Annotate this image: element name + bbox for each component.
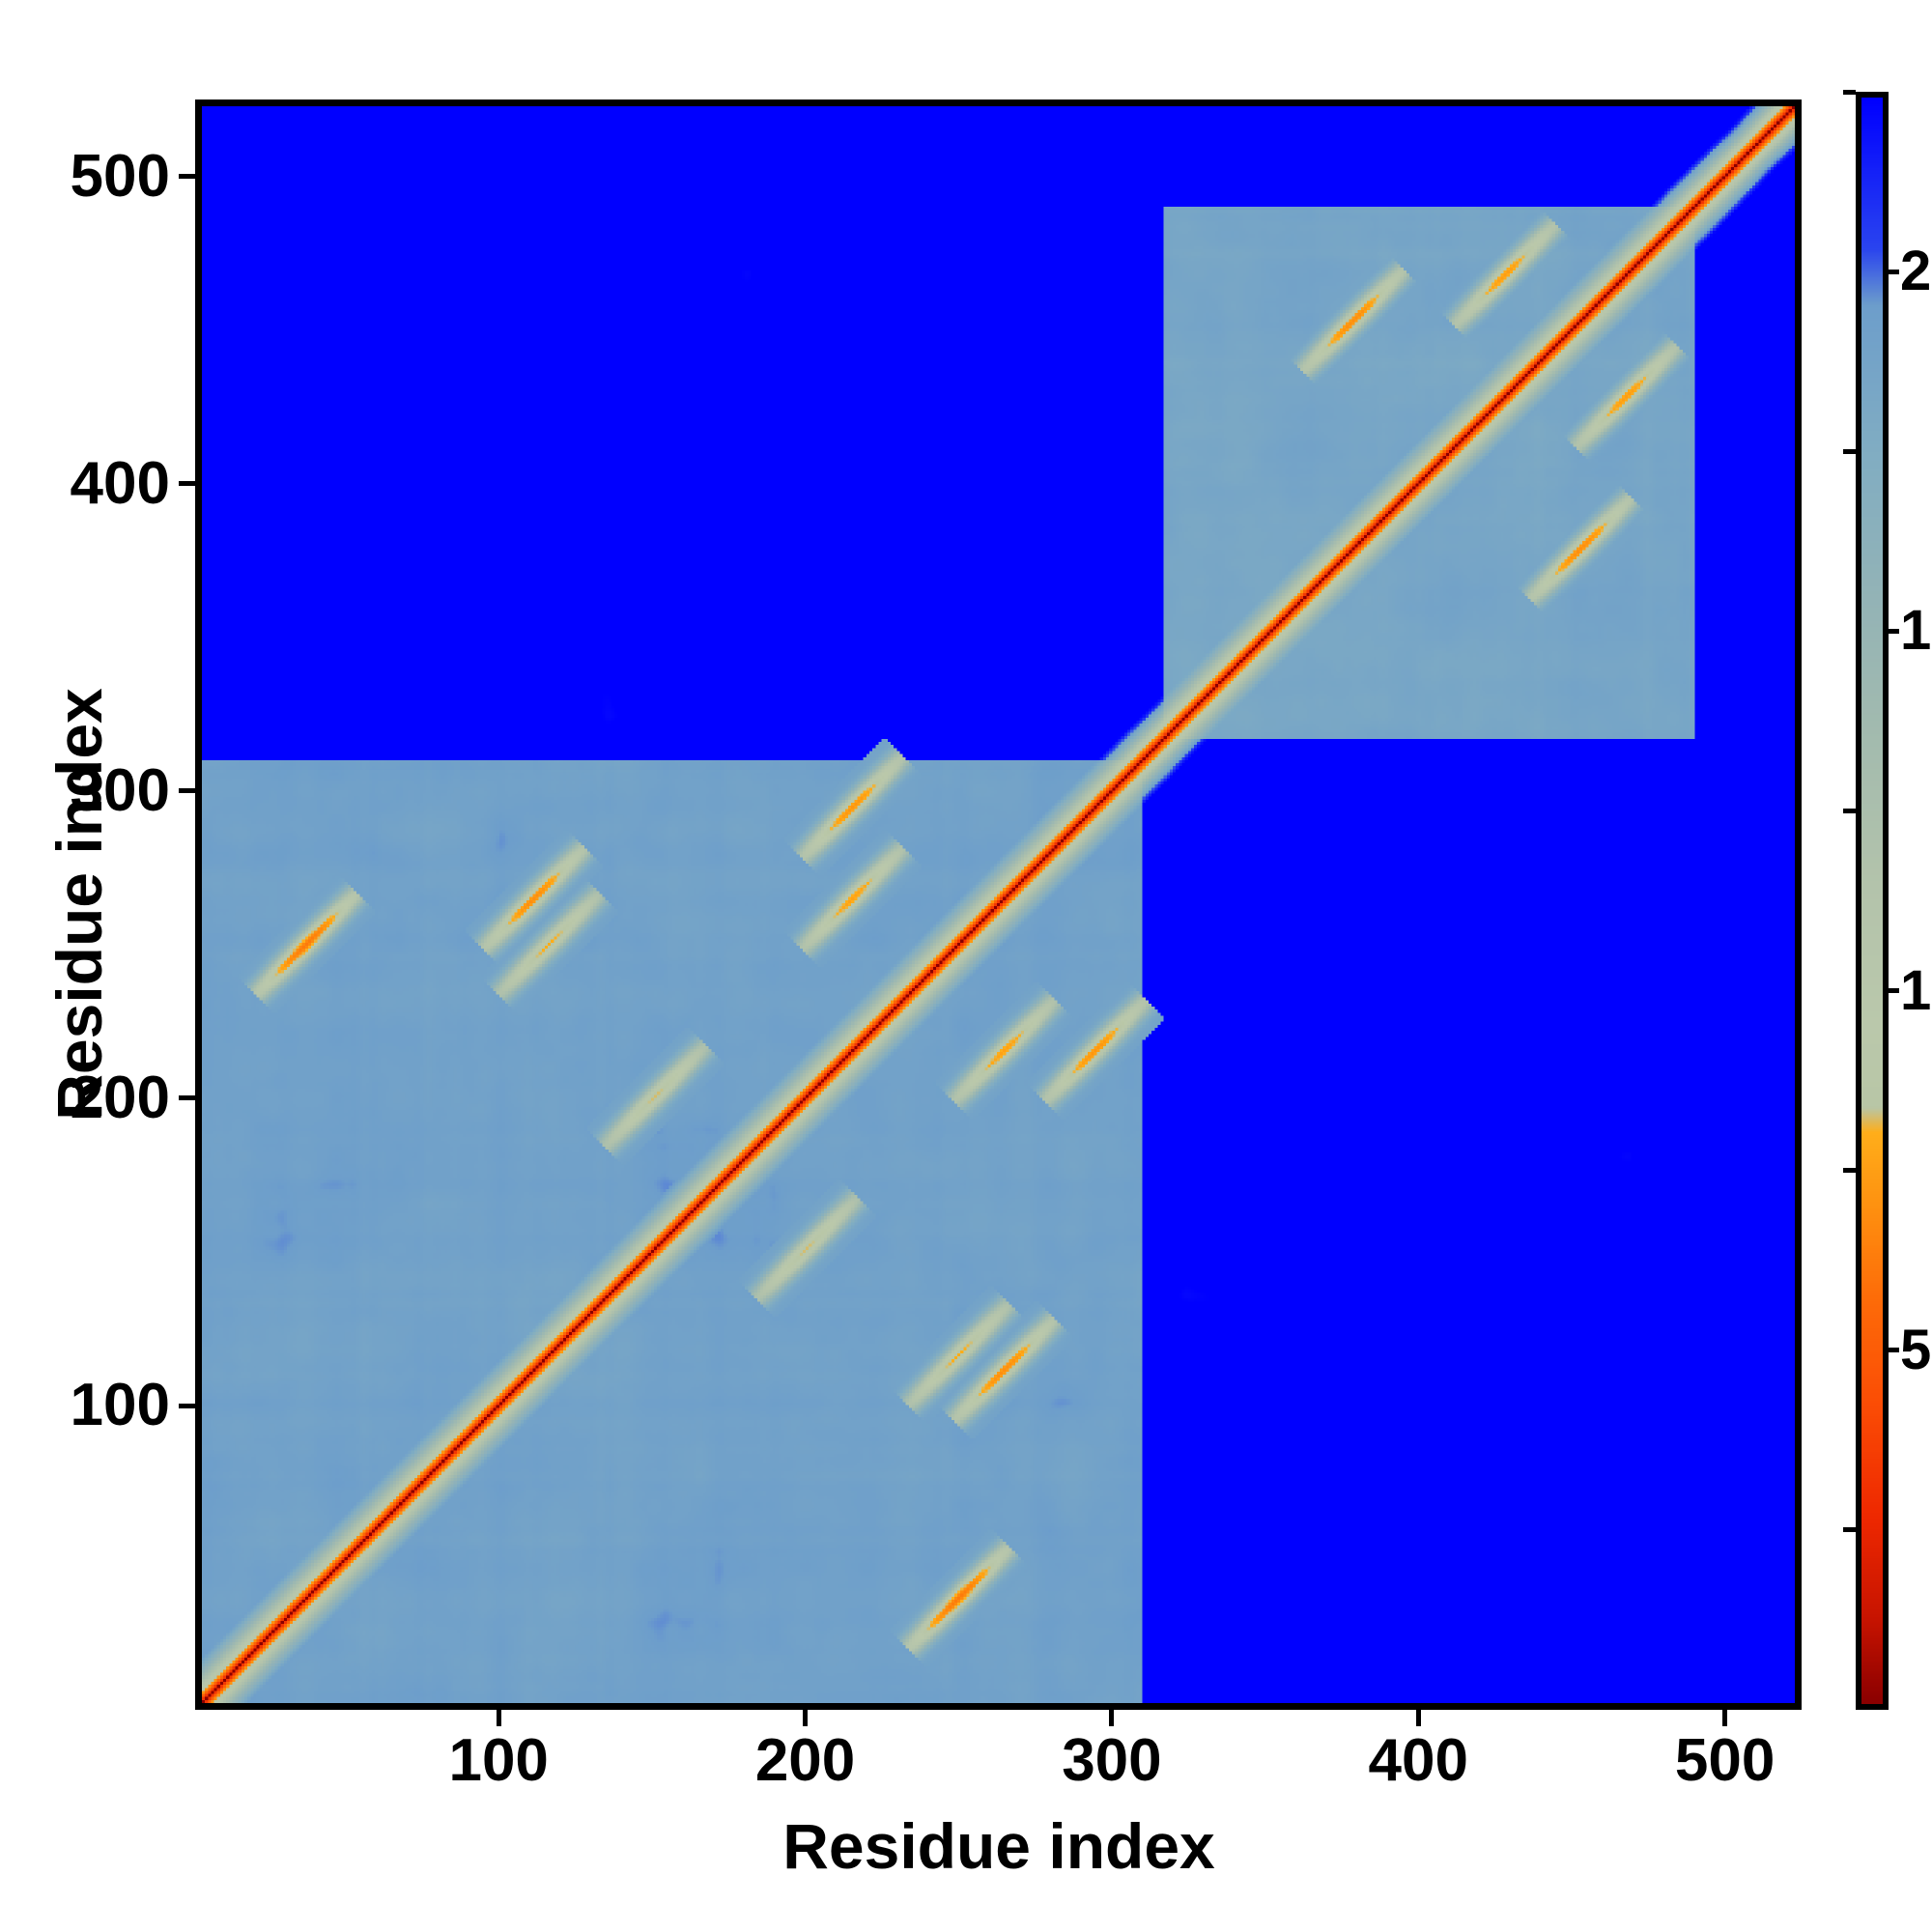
colorbar-gradient bbox=[1861, 98, 1883, 1704]
colorbar-tick-mark bbox=[1887, 1348, 1899, 1353]
x-tick-mark bbox=[803, 1710, 809, 1726]
x-tick-label: 200 bbox=[754, 1727, 856, 1794]
y-axis-title: Residue index bbox=[43, 688, 115, 1121]
x-tick-mark bbox=[1109, 1710, 1115, 1726]
x-tick-mark bbox=[1722, 1710, 1728, 1726]
colorbar-minor-tick bbox=[1843, 1527, 1856, 1533]
colorbar-tick-mark bbox=[1887, 269, 1899, 274]
residue-distance-heatmap bbox=[202, 106, 1795, 1703]
y-tick-mark bbox=[179, 174, 195, 180]
colorbar-minor-tick bbox=[1843, 1168, 1856, 1174]
y-tick-mark bbox=[179, 1403, 195, 1408]
colorbar-tick-mark bbox=[1887, 628, 1899, 634]
heatmap-plot-area bbox=[195, 99, 1802, 1710]
x-tick-mark bbox=[496, 1710, 501, 1726]
x-axis-title: Residue index bbox=[782, 1810, 1215, 1882]
colorbar-minor-tick bbox=[1843, 89, 1856, 95]
colorbar-tick-label: 10 bbox=[1900, 958, 1932, 1022]
y-tick-label: 200 bbox=[70, 1064, 170, 1131]
colorbar-tick-label: 5 bbox=[1900, 1318, 1932, 1381]
x-tick-label: 400 bbox=[1368, 1727, 1469, 1794]
y-tick-label: 400 bbox=[70, 449, 170, 517]
y-tick-mark bbox=[179, 481, 195, 487]
x-tick-label: 100 bbox=[448, 1727, 549, 1794]
colorbar-tick-mark bbox=[1887, 988, 1899, 994]
colorbar-minor-tick bbox=[1843, 808, 1856, 813]
y-tick-label: 100 bbox=[70, 1372, 170, 1439]
colorbar-tick-label: 15 bbox=[1900, 599, 1932, 663]
colorbar-tick-label: 20 bbox=[1900, 240, 1932, 303]
y-tick-mark bbox=[179, 1095, 195, 1101]
x-tick-label: 500 bbox=[1674, 1727, 1776, 1794]
y-tick-mark bbox=[179, 788, 195, 794]
colorbar bbox=[1856, 92, 1889, 1710]
x-tick-mark bbox=[1415, 1710, 1421, 1726]
x-tick-label: 300 bbox=[1062, 1727, 1162, 1794]
y-tick-label: 500 bbox=[70, 142, 170, 210]
colorbar-minor-tick bbox=[1843, 448, 1856, 454]
y-tick-label: 300 bbox=[70, 756, 170, 824]
